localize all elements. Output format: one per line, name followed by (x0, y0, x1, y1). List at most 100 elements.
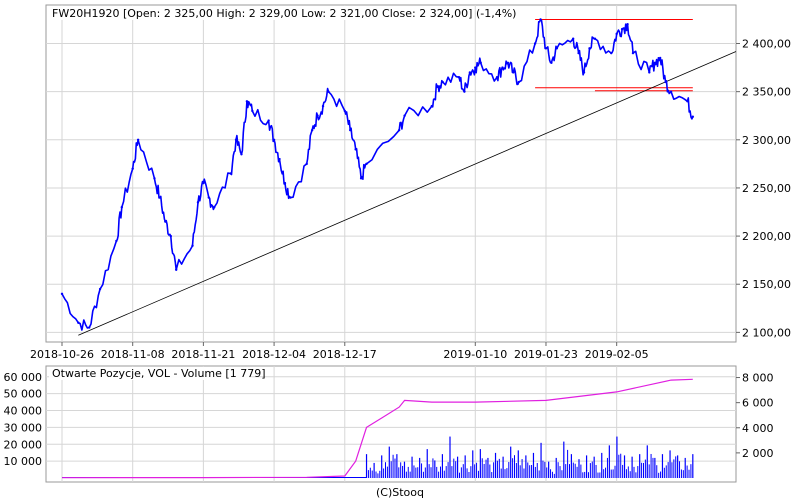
price-point (517, 80, 520, 84)
price-point (267, 119, 270, 122)
price-point (588, 47, 591, 50)
price-point (169, 234, 172, 238)
price-series (60, 18, 695, 331)
price-point (512, 71, 515, 74)
price-point (305, 162, 308, 166)
price-point (229, 172, 232, 175)
price-point (289, 196, 292, 199)
price-point (631, 51, 635, 55)
price-point (441, 80, 444, 84)
price-point (120, 206, 124, 209)
price-point (354, 148, 357, 151)
price-y-tick-label: 2 150,00 (742, 278, 791, 291)
price-point (550, 61, 553, 64)
price-plot-frame (45, 4, 737, 343)
price-point (539, 18, 542, 21)
price-x-tick-label: 2019-01-23 (514, 348, 578, 361)
price-point (615, 32, 618, 36)
price-point (457, 76, 461, 79)
volume-left-tick-label: 20 000 (4, 438, 43, 451)
price-point (164, 220, 167, 223)
price-point (620, 27, 624, 31)
price-y-tick-label: 2 300,00 (742, 134, 791, 147)
volume-left-tick-label: 50 000 (4, 388, 43, 401)
price-chart-title: FW20H1920 [Open: 2 325,00 High: 2 329,00… (52, 7, 516, 20)
price-point (327, 90, 330, 93)
volume-chart-title: Otwarte Pozycje, VOL - Volume [1 779] (52, 367, 266, 380)
price-point (436, 85, 439, 89)
price-point (610, 51, 613, 55)
price-point (648, 71, 651, 74)
price-point (131, 167, 134, 170)
price-x-tick-label: 2019-02-05 (585, 348, 649, 361)
price-x-tick-label: 2018-10-26 (30, 348, 94, 361)
price-point (577, 51, 580, 55)
price-point (202, 181, 205, 185)
price-point (571, 37, 575, 40)
price-overlays (78, 18, 737, 336)
price-y-tick-label: 2 350,00 (742, 86, 791, 99)
price-point (234, 138, 238, 141)
price-point (664, 80, 667, 84)
price-x-tick-label: 2018-12-04 (242, 348, 306, 361)
volume-left-tick-label: 60 000 (4, 371, 43, 384)
price-point (533, 42, 537, 45)
price-point (283, 181, 287, 185)
price-point (593, 37, 597, 40)
price-point (245, 100, 249, 103)
price-y-tick-label: 2 400,00 (742, 38, 791, 51)
price-point (87, 326, 91, 329)
price-point (321, 104, 325, 108)
price-point (60, 292, 64, 296)
volume-right-tick-label: 8 000 (742, 372, 774, 385)
price-y-axis: 2 100,00 2 150,00 2 200,00 2 250,00 2 300,00… (736, 38, 791, 339)
price-point (98, 287, 102, 291)
volume-left-tick-label: 10 000 (4, 455, 43, 468)
volume-right-axis: 2 000 4 000 6 000 8 000 (736, 372, 774, 460)
price-point (474, 66, 477, 69)
price-point (691, 115, 695, 118)
price-point (207, 196, 211, 199)
volume-panel: 10 000 20 000 30 000 40 000 50 000 60 000 2 0… (4, 365, 774, 483)
open-interest-line (61, 378, 693, 479)
price-y-tick-label: 2 250,00 (742, 182, 791, 195)
price-point (403, 114, 406, 117)
price-point (316, 114, 319, 117)
price-point (582, 71, 586, 74)
price-x-tick-label: 2018-12-17 (313, 348, 377, 361)
price-y-tick-label: 2 200,00 (742, 230, 791, 243)
price-point (196, 201, 200, 204)
price-point (463, 90, 466, 93)
price-point (278, 157, 281, 161)
price-point (115, 239, 118, 243)
price-point (544, 47, 548, 50)
price-point (653, 61, 656, 64)
price-x-axis: 2018-10-26 2018-11-08 2018-11-21 2018-12-04… (30, 342, 649, 361)
open-interest-polyline (61, 378, 693, 479)
price-point (359, 177, 363, 180)
price-point (272, 138, 276, 141)
volume-grid (46, 366, 736, 482)
price-point (213, 206, 216, 209)
price-point (349, 128, 352, 132)
price-point (479, 61, 482, 64)
volume-right-tick-label: 2 000 (742, 447, 774, 460)
price-panel: 2 100,00 2 150,00 2 200,00 2 250,00 2 300,00… (30, 4, 791, 361)
price-x-tick-label: 2018-11-21 (171, 348, 235, 361)
price-point (153, 177, 156, 180)
price-point (365, 162, 368, 166)
price-point (506, 61, 510, 64)
price-point (658, 56, 662, 60)
price-point (686, 100, 689, 103)
price-point (251, 109, 254, 113)
price-point (158, 196, 162, 199)
volume-bars (62, 436, 694, 478)
price-point (77, 321, 80, 324)
price-x-tick-label: 2019-01-10 (443, 348, 507, 361)
price-point (555, 47, 559, 50)
copyright-label: (C)Stooq (376, 486, 424, 499)
price-x-tick-label: 2018-11-08 (101, 348, 165, 361)
price-point (191, 244, 194, 247)
price-point (136, 138, 140, 141)
